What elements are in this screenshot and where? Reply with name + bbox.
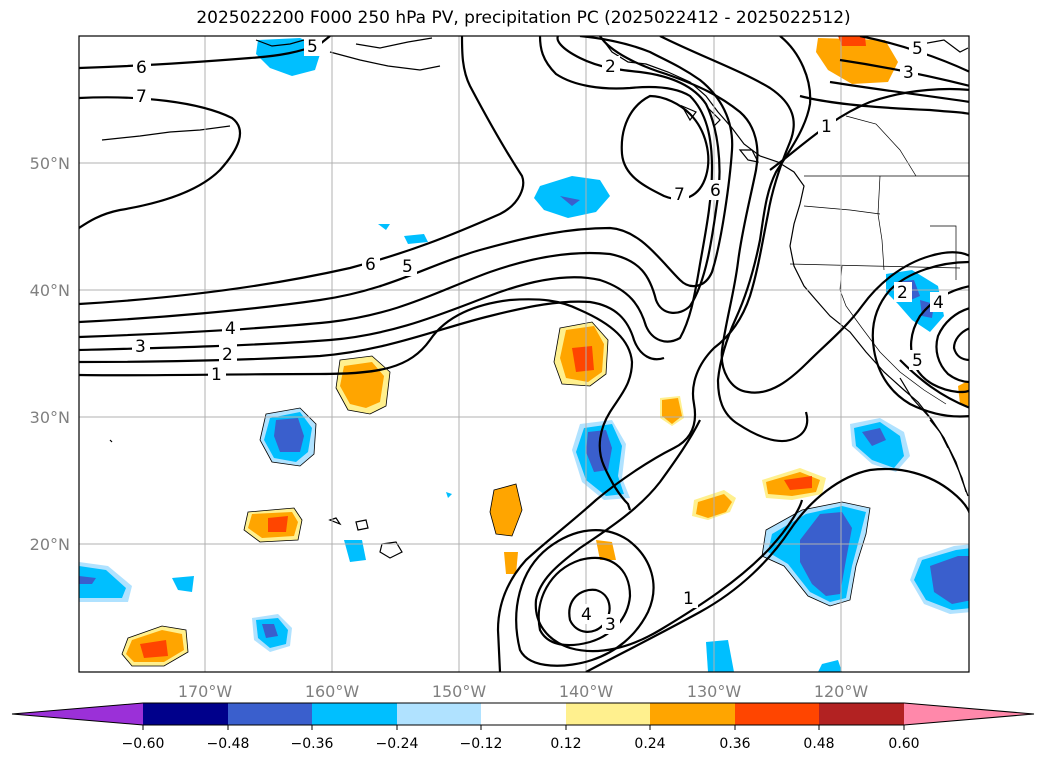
plot-area: 6 7 6 5 4 3 2 1 2 7 6 1 5 3 — [79, 36, 969, 672]
contour-label: 3 — [605, 615, 616, 635]
colorbar: −0.60 −0.48 −0.36 −0.24 −0.12 0.12 0.24 … — [11, 702, 1035, 752]
contour-label: 5 — [912, 351, 923, 371]
precip-positive-blob — [816, 38, 898, 84]
colorbar-segment — [312, 703, 397, 725]
contour-label: 5 — [402, 257, 413, 277]
colorbar-segment — [650, 703, 735, 725]
lon-label: 160°W — [305, 682, 360, 701]
lat-label: 50°N — [30, 154, 70, 173]
colorbar-segment — [735, 703, 819, 725]
colorbar-segment — [481, 703, 566, 725]
colorbar-segment — [819, 703, 904, 725]
contour-label: 4 — [581, 605, 592, 625]
colorbar-tick-label: 0.24 — [634, 736, 665, 752]
contour-label: 3 — [135, 337, 146, 357]
plot-frame — [78, 35, 970, 673]
contour-label: 5 — [307, 37, 318, 57]
colorbar-tick-label: −0.36 — [291, 736, 334, 752]
contour-labels: 6 7 6 5 4 3 2 1 2 7 6 1 5 3 — [132, 36, 948, 635]
lon-label: 170°W — [178, 682, 233, 701]
contour-label: 2 — [222, 345, 233, 365]
contour-label: 1 — [683, 589, 694, 609]
lat-axis: 50°N 40°N 30°N 20°N — [30, 154, 70, 554]
colorbar-segment — [228, 703, 312, 725]
contour-label: 2 — [605, 57, 616, 77]
contour-label: 2 — [897, 283, 908, 303]
colorbar-tick-label: 0.48 — [803, 736, 834, 752]
contour-label: 5 — [912, 39, 923, 59]
lon-label: 130°W — [687, 682, 742, 701]
contour-label: 6 — [365, 255, 376, 275]
contour-label: 6 — [136, 58, 147, 78]
lon-axis: 170°W 160°W 150°W 140°W 130°W 120°W — [178, 682, 869, 701]
contour-label: 4 — [933, 293, 944, 313]
contour-label: 7 — [674, 185, 685, 205]
colorbar-segment — [397, 703, 481, 725]
contour-label: 3 — [903, 63, 914, 83]
contour-label: 1 — [211, 365, 222, 385]
contour-label: 4 — [225, 319, 236, 339]
map-title: 2025022200 F000 250 hPa PV, precipitatio… — [196, 8, 851, 28]
lon-label: 120°W — [814, 682, 869, 701]
lon-label: 140°W — [559, 682, 614, 701]
contour-label: 1 — [821, 117, 832, 137]
contour-label: 6 — [710, 181, 721, 201]
lat-label: 40°N — [30, 281, 70, 300]
colorbar-tick-label: 0.60 — [888, 736, 919, 752]
lat-label: 20°N — [30, 535, 70, 554]
contour-label: 7 — [136, 87, 147, 107]
precip-shading — [79, 36, 969, 672]
shading-outlines — [121, 321, 871, 667]
colorbar-tick-label: 0.12 — [550, 736, 581, 752]
colorbar-tick-label: −0.24 — [376, 736, 419, 752]
precip-negative-blob — [534, 176, 610, 218]
colorbar-tick-label: −0.12 — [460, 736, 503, 752]
colorbar-segment — [143, 703, 228, 725]
pv-contours — [79, 36, 969, 672]
colorbar-tick-label: −0.60 — [122, 736, 165, 752]
colorbar-tick-label: −0.48 — [207, 736, 250, 752]
lat-label: 30°N — [30, 408, 70, 427]
colorbar-extend-low — [12, 703, 143, 725]
colorbar-extend-high — [904, 703, 1034, 725]
colorbar-tick-label: 0.36 — [719, 736, 750, 752]
lon-label: 150°W — [432, 682, 487, 701]
colorbar-segment — [566, 703, 650, 725]
